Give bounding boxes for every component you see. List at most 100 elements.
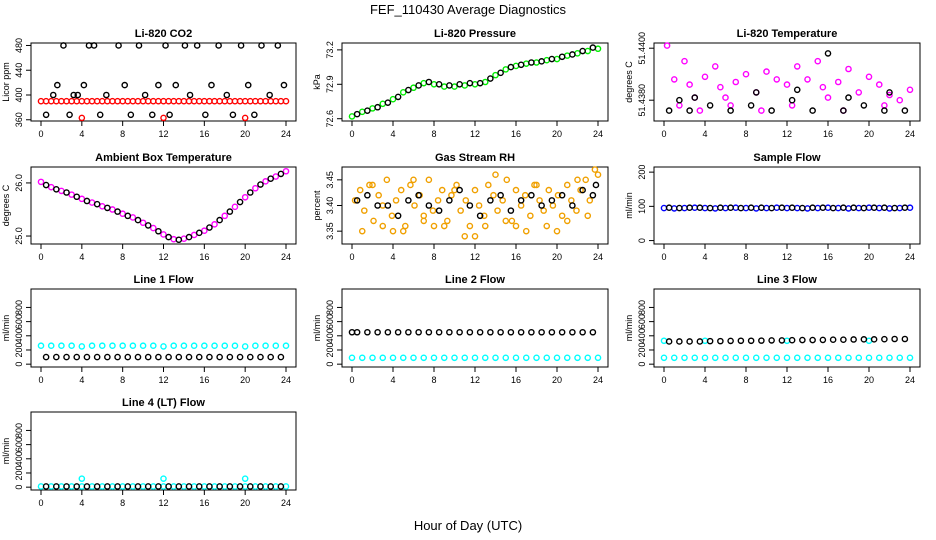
data-point-blue (855, 204, 863, 212)
data-point-orange (466, 222, 474, 230)
data-point-black (793, 86, 801, 94)
plot-frame (30, 288, 297, 368)
data-point-black (737, 337, 745, 345)
data-point-black (206, 353, 213, 361)
x-tick-label: 20 (864, 375, 874, 385)
data-point-black (244, 81, 252, 89)
data-point-black (717, 337, 724, 345)
data-point-cyan (681, 354, 688, 362)
data-point-black (901, 107, 909, 114)
panel-title: Line 2 Flow (445, 274, 505, 286)
x-tick-label: 4 (702, 129, 707, 139)
data-point-black (850, 204, 857, 212)
data-point-green (451, 83, 458, 90)
x-tick-label: 4 (390, 129, 395, 139)
data-point-black (280, 81, 288, 89)
x-tick-label: 20 (552, 375, 562, 385)
x-tick-label: 8 (743, 375, 748, 385)
data-point-magenta (711, 63, 719, 70)
data-point-black (497, 69, 504, 77)
y-tick-label: 400 (637, 328, 647, 343)
data-point-black (758, 204, 765, 212)
data-point-blue (875, 204, 883, 212)
data-point-cyan (399, 354, 407, 362)
x-tick-label: 4 (79, 252, 84, 262)
data-point-cyan (732, 354, 740, 362)
data-point-black (727, 107, 734, 114)
data-point-black (384, 99, 392, 106)
data-point-black (96, 111, 104, 119)
data-point-green (440, 83, 448, 90)
data-point-orange (411, 202, 418, 209)
data-point-magenta (845, 65, 852, 73)
data-point-black (840, 107, 847, 114)
y-axis-label: ml/min (624, 315, 634, 342)
data-point-black (446, 197, 453, 204)
panel-line3: Line 3 Flow 0 4 8 12 16 20 24 0 200400600800ml/mi… (624, 274, 921, 385)
data-point-black (215, 42, 222, 49)
data-point-black (257, 483, 264, 490)
data-point-black (49, 91, 57, 99)
data-point-magenta (727, 102, 734, 109)
panel-rh: Gas Stream RH 0 4 8 12 16 20 24 3.35 3.40 3.45perc… (312, 152, 609, 262)
data-point-orange (512, 222, 520, 230)
data-point-blue (865, 204, 873, 212)
data-point-orange (573, 207, 580, 214)
data-point-magenta (663, 42, 671, 49)
data-point-magenta (763, 68, 770, 75)
data-point-orange (533, 181, 540, 189)
data-point-magenta (788, 102, 796, 109)
data-point-green (512, 62, 520, 70)
x-tick-label: 12 (470, 375, 480, 385)
data-point-black (881, 204, 888, 212)
data-point-black (66, 111, 73, 119)
y-axis-label: percent (312, 190, 322, 221)
y-tick-label: 200 (325, 342, 335, 357)
data-point-black (558, 328, 566, 336)
data-point-black (134, 483, 142, 490)
y-tick-label: 3.40 (325, 197, 335, 215)
y-tick-label: 200 (14, 465, 24, 480)
x-tick-label: 20 (864, 129, 874, 139)
data-point-black (124, 483, 132, 490)
x-tick-label: 16 (199, 498, 209, 508)
data-point-green (389, 95, 397, 103)
y-tick-label: 800 (325, 300, 335, 315)
data-point-orange (591, 166, 599, 173)
data-point-orange (543, 222, 551, 230)
data-point-black (686, 107, 693, 114)
x-tick-label: 24 (905, 375, 915, 385)
x-tick-label: 0 (38, 252, 43, 262)
data-point-black (193, 42, 201, 49)
data-point-green (358, 108, 366, 116)
data-point-cyan (691, 354, 699, 362)
data-point-black (166, 111, 173, 119)
data-point-black (63, 189, 70, 196)
data-point-cyan (98, 342, 106, 350)
data-point-black (538, 328, 545, 336)
data-point-green (492, 71, 499, 79)
data-point-magenta (722, 94, 729, 101)
data-point-black (819, 204, 827, 212)
data-point-green (420, 79, 428, 87)
x-tick-label: 12 (158, 498, 168, 508)
data-point-black (676, 96, 683, 104)
x-tick-label: 4 (390, 375, 395, 385)
x-tick-label: 24 (281, 375, 291, 385)
data-point-black (165, 233, 172, 241)
data-point-black (42, 181, 50, 189)
data-point-black (42, 353, 50, 361)
y-axis-label: ml/min (312, 315, 322, 342)
data-point-black (208, 81, 215, 89)
data-point-cyan (804, 354, 811, 362)
x-tick-label: 20 (240, 252, 250, 262)
data-point-orange (461, 232, 469, 240)
data-point-cyan (78, 475, 86, 482)
data-point-cyan (221, 342, 229, 350)
y-tick-label: 480 (14, 38, 24, 53)
data-point-black (374, 328, 381, 336)
y-tick-label: 200 (637, 165, 647, 180)
data-point-green (461, 82, 469, 89)
data-point-black (829, 336, 837, 344)
